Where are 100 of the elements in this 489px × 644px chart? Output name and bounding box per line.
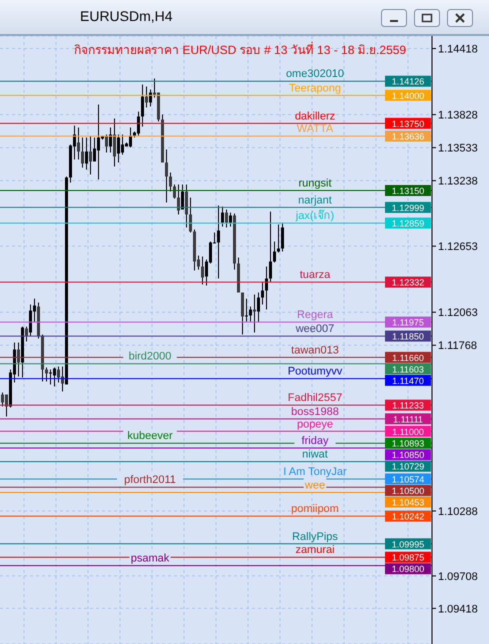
candlestick [253, 294, 256, 333]
text: กิจกรรมทายผลราคา EUR/USD รอบ # 13 วันที่ 13 - 18 มิ.ย.2559 [74, 40, 406, 59]
ref-line-label: pomiipom [291, 503, 339, 516]
ref-line-label: tawan013 [291, 344, 339, 356]
y-tick-label: 1.13533 [438, 142, 478, 155]
annotation: 1.10242 [392, 512, 424, 522]
ref-line-label: bird2000 [128, 350, 172, 363]
candlestick [137, 111, 140, 136]
candlestick [149, 89, 152, 108]
candlestick [121, 134, 124, 156]
candlestick [181, 184, 184, 210]
annotation: 1.11111 [393, 414, 423, 424]
ref-line-label: jax(เจ๊ก) [294, 209, 334, 222]
ref-line-label: tuarza [300, 269, 332, 282]
y-tick-label: 1.12653 [438, 241, 478, 254]
candlestick [97, 104, 100, 180]
ref-line-label: psamak [130, 552, 170, 565]
candlestick [281, 222, 284, 252]
candlestick [45, 367, 48, 382]
chart-title: EURUSDm,H4 [80, 8, 173, 24]
annotation: 1.11660 [392, 352, 424, 363]
candlestick [117, 134, 120, 164]
annotation: 1.13750 [392, 118, 424, 129]
candlestick [53, 367, 56, 387]
annotation: 1.09875 [392, 552, 424, 563]
annotation: 1.12999 [392, 202, 424, 213]
annotation: 1.13150 [392, 186, 424, 196]
candlestick [273, 240, 276, 264]
candlestick [265, 266, 268, 310]
candlestick [269, 211, 272, 284]
annotation: 1.13636 [392, 132, 424, 142]
ref-line-label: RallyPips [292, 530, 338, 543]
ref-line-label: wee [304, 480, 326, 492]
annotation: 1.14000 [392, 90, 424, 101]
candlestick [229, 212, 232, 228]
ref-line-label: pforth2011 [124, 474, 176, 486]
annotation: 1.09800 [392, 564, 424, 574]
candlestick [225, 209, 228, 228]
ref-line-label: niwat [302, 448, 328, 461]
candlestick [1, 392, 4, 408]
annotation: 1.09995 [392, 539, 424, 550]
annotation: 1.11470 [392, 376, 424, 386]
candlestick [217, 205, 220, 280]
ref-line-label: narjant [298, 194, 332, 206]
annotation: 1.10729 [392, 462, 424, 472]
candlestick [169, 172, 172, 192]
y-tick-label: 1.13828 [438, 110, 478, 122]
annotation: 1.14126 [392, 76, 424, 87]
ref-line-label: kubeever [127, 430, 173, 442]
candlestick [49, 369, 52, 385]
y-tick-label: 1.12063 [438, 307, 478, 320]
candlestick [177, 184, 180, 215]
candlestick [173, 184, 176, 200]
y-tick-label: 1.14418 [438, 43, 478, 56]
candlestick [85, 137, 88, 170]
annotation: 1.11603 [392, 364, 424, 374]
candlestick [277, 224, 280, 254]
annotation: 1.12859 [392, 218, 424, 229]
annotation: 1.10893 [392, 438, 424, 449]
candlestick [245, 298, 248, 322]
annotation: 1.11000 [392, 426, 424, 437]
ref-line-label: Pootumyvv [288, 366, 343, 378]
ref-line-label: boss1988 [291, 406, 339, 418]
annotation: 1.10500 [392, 486, 424, 496]
candlestick [77, 126, 80, 160]
candlestick [57, 366, 60, 384]
ref-line-label: popeye [296, 418, 334, 430]
ref-line-label: WATTA [296, 123, 334, 136]
ref-line-label: wee007 [294, 323, 334, 336]
ref-line-label: dakillerz [294, 110, 336, 122]
ref-line-label: I Am TonyJar [283, 466, 348, 478]
candlestick [221, 206, 224, 228]
y-tick-label: 1.10288 [438, 506, 478, 518]
candlestick [81, 137, 84, 168]
annotation: 1.10850 [392, 450, 424, 460]
candlestick [141, 84, 144, 128]
candlestick [201, 256, 204, 285]
ref-line-label: zamurai [295, 544, 335, 556]
ref-line-label: Teerapong [289, 82, 341, 94]
y-tick-label: 1.09418 [438, 603, 478, 616]
candlestick [105, 134, 108, 154]
candlestick [29, 304, 32, 338]
candlestick [261, 281, 264, 306]
candlestick [113, 118, 116, 168]
candlestick [129, 126, 132, 148]
candlestick [165, 149, 168, 203]
y-tick-label: 1.13238 [438, 176, 478, 188]
candlestick [241, 292, 244, 336]
ref-line-label: rungsit [298, 178, 332, 190]
annotation: 1.11975 [392, 318, 424, 328]
candlestick [109, 126, 112, 154]
ref-line-label: ome302010 [286, 68, 344, 80]
ref-line-label: Regera [296, 309, 334, 322]
candlestick [93, 137, 96, 162]
y-tick-label: 1.09708 [438, 570, 478, 583]
ref-line-label: friday [302, 435, 329, 448]
y-tick-label: 1.11768 [438, 340, 477, 352]
candlestick [189, 197, 192, 234]
ref-line-label: Fadhil2557 [288, 392, 342, 404]
candlestick [89, 136, 92, 176]
